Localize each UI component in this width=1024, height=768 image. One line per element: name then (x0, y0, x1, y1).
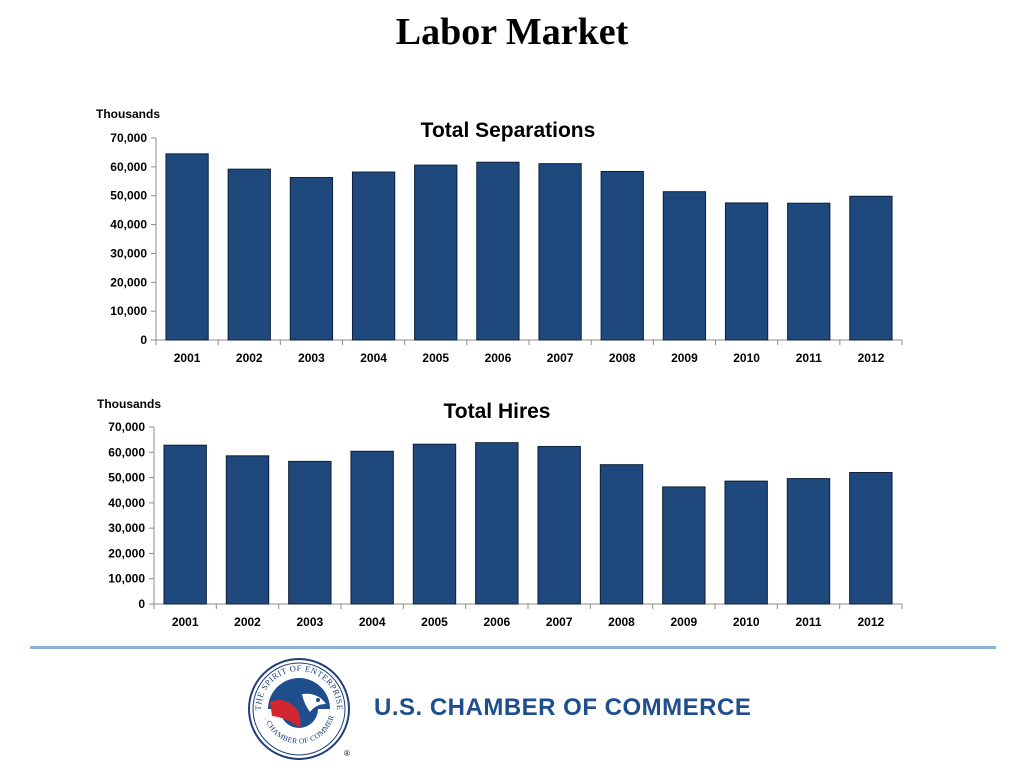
hires-x-tick-label: 2003 (296, 615, 323, 629)
separations-bar-2008 (600, 170, 644, 341)
separations-bar-2006 (476, 161, 520, 341)
brand-name: U.S. CHAMBER OF COMMERCE (374, 694, 752, 721)
separations-bar-2012 (849, 195, 893, 341)
hires-bar-2002 (225, 455, 270, 605)
hires-chart-title: Total Hires (444, 400, 551, 423)
hires-chart: Thousands Total Hires 0 10,000 20,000 30,00… (0, 390, 1024, 640)
separations-x-tick-label: 2006 (485, 351, 512, 365)
separations-y-tick-label: 40,000 (110, 218, 147, 232)
hires-x-tick-label: 2005 (421, 615, 448, 629)
separations-bar-2007 (538, 163, 582, 341)
hires-bar-2008 (599, 464, 644, 605)
hires-y-tick-label: 60,000 (108, 445, 145, 459)
hires-x-tick-label: 2006 (483, 615, 510, 629)
separations-x-tick-label: 2011 (796, 351, 822, 365)
hires-y-tick-label: 70,000 (108, 420, 145, 434)
hires-x-tick-label: 2009 (670, 615, 697, 629)
separations-x-tick-label: 2002 (236, 351, 263, 365)
separations-unit-label: Thousands (96, 107, 160, 121)
slide-title: Labor Market (395, 11, 629, 53)
hires-x-tick-label: 2001 (172, 615, 199, 629)
separations-x-tick-label: 2007 (547, 351, 574, 365)
separations-bar-2003 (289, 177, 334, 341)
separations-x-tick-label: 2004 (360, 351, 387, 365)
hires-x-tick-label: 2004 (359, 615, 386, 629)
registered-mark: ® (344, 749, 350, 758)
hires-y-tick-label: 0 (138, 597, 145, 611)
hires-y-tick-label: 20,000 (108, 546, 145, 560)
hires-x-tick-label: 2011 (795, 615, 821, 629)
hires-bar-2011 (786, 478, 831, 605)
separations-x-tick-label: 2005 (422, 351, 449, 365)
hires-chart-svg: Thousands Total Hires 0 10,000 20,000 30,00… (97, 397, 903, 629)
separations-chart-title: Total Separations (421, 119, 596, 142)
separations-bar-2001 (165, 153, 209, 341)
chamber-logo: THE SPIRIT OF ENTERPRISE U.S. CHAMBER OF… (241, 649, 354, 762)
separations-bar-2010 (724, 202, 769, 341)
separations-bar-2005 (414, 164, 458, 341)
separations-chart: Thousands Total Separations 0 10,000 20,00… (0, 100, 1024, 370)
separations-bar-2009 (662, 191, 707, 341)
separations-x-tick-label: 2010 (733, 351, 760, 365)
hires-bar-2003 (288, 460, 332, 605)
hires-x-tick-label: 2007 (546, 615, 573, 629)
separations-y-tick-label: 30,000 (110, 246, 147, 260)
hires-bar-2005 (412, 443, 457, 605)
separations-x-tick-label: 2009 (671, 351, 698, 365)
separations-x-tick-label: 2012 (858, 351, 885, 365)
separations-bar-2004 (351, 171, 396, 341)
hires-y-tick-label: 50,000 (108, 471, 145, 485)
hires-x-tick-label: 2008 (608, 615, 635, 629)
eagle-seal-icon: THE SPIRIT OF ENTERPRISE U.S. CHAMBER OF… (241, 649, 350, 760)
hires-bar-2004 (350, 450, 394, 605)
separations-y-tick-label: 20,000 (110, 275, 147, 289)
hires-bar-2007 (537, 445, 581, 605)
hires-bar-2009 (662, 486, 706, 605)
hires-x-tick-label: 2010 (733, 615, 760, 629)
hires-unit-label: Thousands (97, 397, 161, 411)
hires-x-tick-label: 2002 (234, 615, 261, 629)
hires-y-tick-label: 30,000 (108, 521, 145, 535)
separations-bar-2011 (787, 202, 831, 341)
separations-chart-svg: Thousands Total Separations 0 10,000 20,00… (96, 107, 903, 365)
separations-x-tick-label: 2008 (609, 351, 636, 365)
hires-bar-2012 (849, 472, 893, 605)
separations-y-tick-label: 60,000 (110, 160, 147, 174)
hires-y-tick-label: 40,000 (108, 496, 145, 510)
separations-y-tick-label: 10,000 (110, 304, 147, 318)
hires-bar-2001 (163, 444, 207, 605)
separations-x-tick-label: 2001 (174, 351, 201, 365)
separations-x-tick-label: 2003 (298, 351, 325, 365)
separations-y-tick-label: 70,000 (110, 131, 147, 145)
hires-bar-2010 (724, 480, 768, 605)
separations-y-tick-label: 50,000 (110, 189, 147, 203)
hires-y-tick-label: 10,000 (108, 572, 145, 586)
separations-bar-2002 (227, 168, 271, 341)
hires-bar-2006 (475, 442, 519, 605)
footer-divider (30, 646, 996, 649)
separations-y-tick-label: 0 (140, 333, 147, 347)
hires-x-tick-label: 2012 (857, 615, 884, 629)
